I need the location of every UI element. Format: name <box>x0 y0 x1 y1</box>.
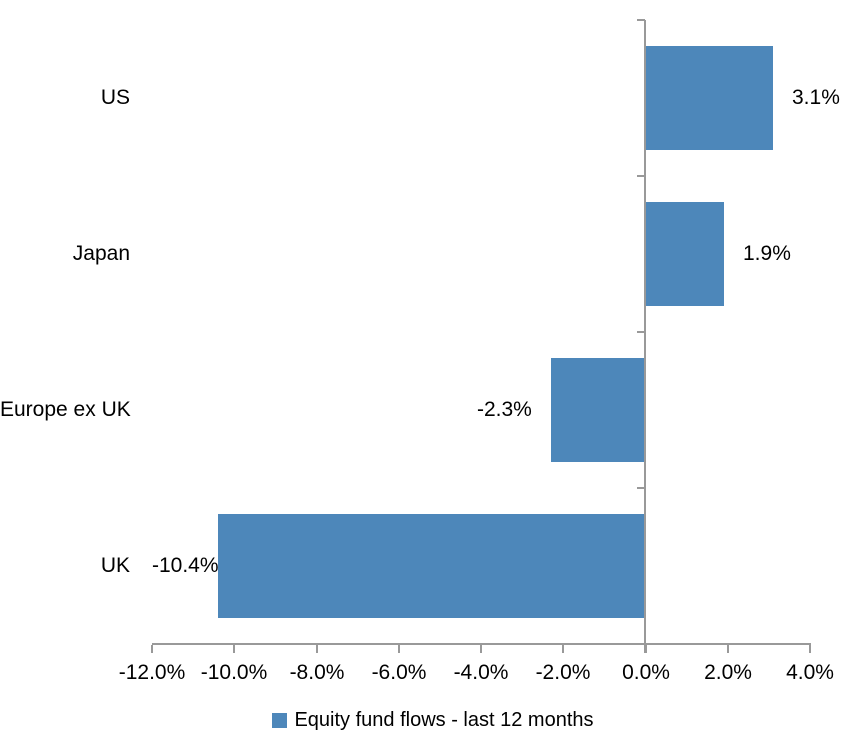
x-axis-tick <box>727 645 729 653</box>
zero-axis-line <box>644 20 646 653</box>
x-axis-tick-label: -6.0% <box>371 661 427 684</box>
x-axis-tick <box>398 645 400 653</box>
data-label-japan: 1.9% <box>743 242 791 265</box>
x-axis-line <box>152 643 811 645</box>
category-label-europe-ex-uk: Europe ex UK <box>0 398 131 421</box>
data-label-europe-ex-uk: -2.3% <box>477 398 532 421</box>
legend-swatch-icon <box>272 712 288 728</box>
x-axis-tick <box>316 645 318 653</box>
data-label-us: 3.1% <box>792 86 840 109</box>
x-axis-tick <box>645 645 647 653</box>
legend: Equity fund flows - last 12 months <box>0 705 852 735</box>
y-axis-tick <box>637 331 645 333</box>
y-axis-tick <box>637 643 645 645</box>
bar-japan <box>646 202 724 306</box>
legend-label: Equity fund flows - last 12 months <box>294 709 594 731</box>
category-label-us: US <box>100 86 130 109</box>
x-axis-tick-label: -12.0% <box>118 661 186 684</box>
x-axis-tick <box>809 645 811 653</box>
y-axis-tick <box>637 487 645 489</box>
bar-uk <box>218 514 645 618</box>
x-axis-tick-label: -2.0% <box>535 661 591 684</box>
x-axis-tick <box>151 645 153 653</box>
x-axis-tick <box>233 645 235 653</box>
x-axis-tick-label: 2.0% <box>704 661 752 684</box>
x-axis-tick-label: -8.0% <box>289 661 345 684</box>
category-label-japan: Japan <box>72 242 130 265</box>
x-axis-tick-label: 4.0% <box>786 661 834 684</box>
data-label-uk: -10.4% <box>152 554 219 577</box>
x-axis-tick-label: -10.0% <box>200 661 268 684</box>
x-axis-tick-label: -4.0% <box>453 661 509 684</box>
bar-europe-ex-uk <box>551 358 645 462</box>
y-axis-tick <box>637 175 645 177</box>
bar-us <box>646 46 773 150</box>
y-axis-tick <box>637 19 645 21</box>
x-axis-tick-label: 0.0% <box>622 661 670 684</box>
x-axis-tick <box>562 645 564 653</box>
category-label-uk: UK <box>100 554 130 577</box>
x-axis-tick <box>480 645 482 653</box>
